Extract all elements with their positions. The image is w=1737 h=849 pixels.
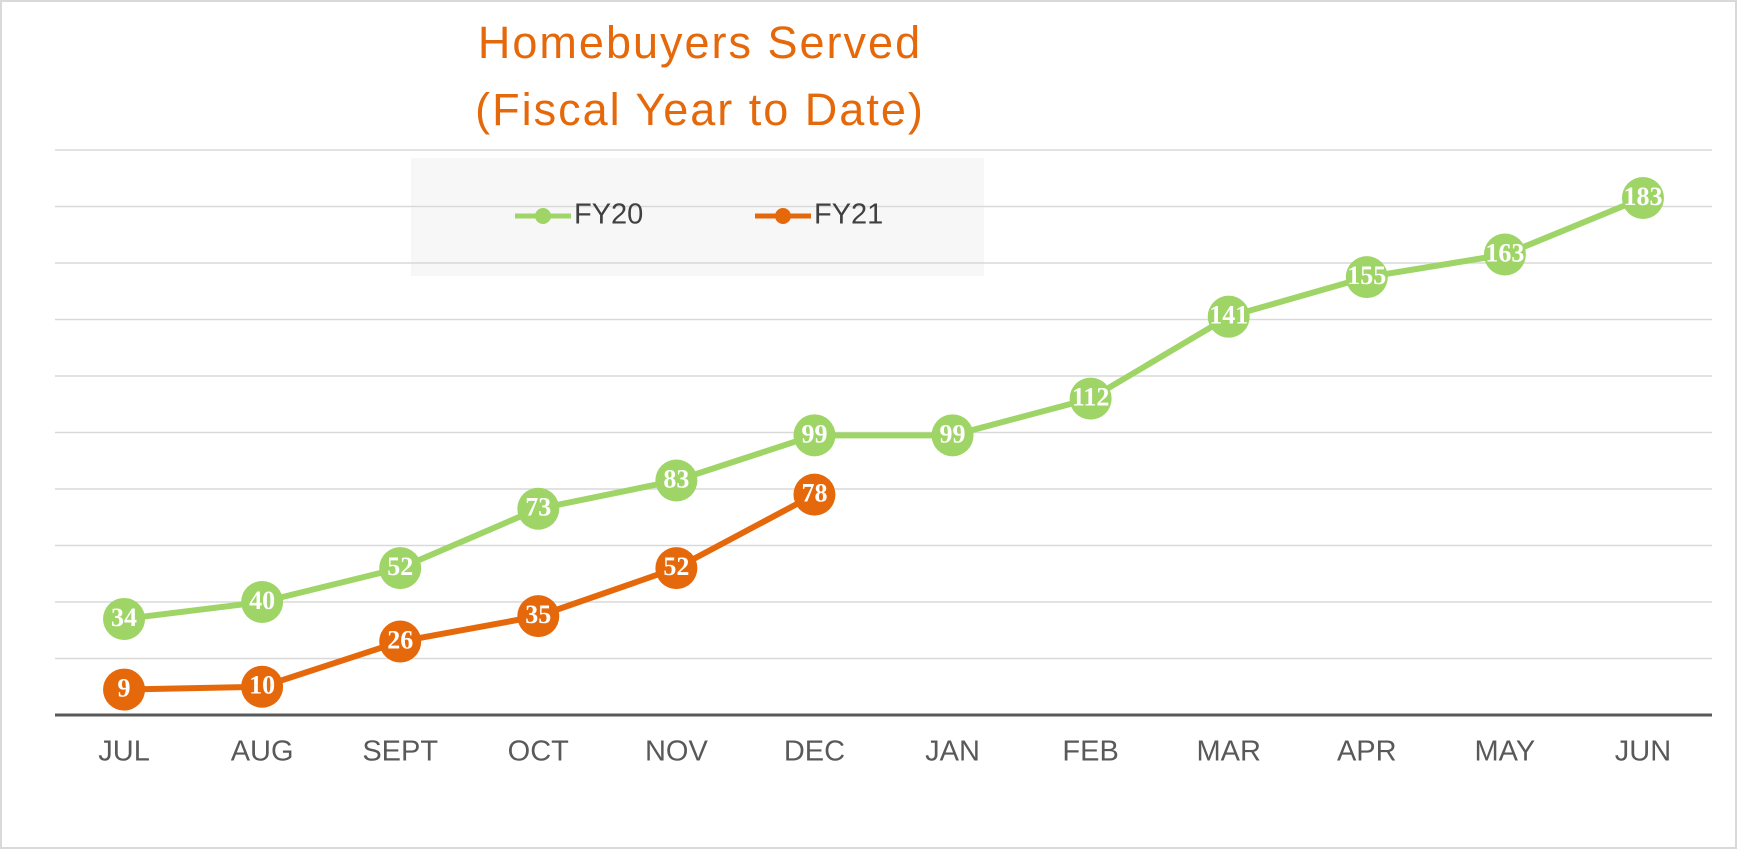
point — [793, 414, 836, 457]
point — [379, 547, 422, 590]
point — [379, 620, 422, 663]
x-tick-label: DEC — [784, 736, 845, 768]
point — [793, 473, 836, 516]
x-tick-label: FEB — [1062, 736, 1118, 768]
chart-title: Homebuyers Served — [478, 17, 922, 68]
legend-label: FY20 — [574, 199, 643, 231]
data-label: 52 — [663, 552, 689, 581]
point — [1069, 377, 1112, 420]
data-label: 155 — [1347, 261, 1386, 290]
series-line — [123, 492, 816, 693]
x-tick-label: AUG — [231, 736, 294, 768]
x-tick-label: JAN — [925, 736, 980, 768]
data-label: 9 — [118, 674, 131, 703]
legend-label: FY21 — [814, 199, 883, 231]
point — [517, 595, 560, 638]
legend-marker — [775, 208, 791, 224]
data-label: 99 — [940, 419, 966, 448]
point — [655, 547, 698, 590]
x-tick-label: SEPT — [362, 736, 438, 768]
data-label: 183 — [1623, 182, 1662, 211]
point — [1345, 256, 1388, 299]
point — [1207, 295, 1250, 338]
x-tick-label: MAY — [1475, 736, 1536, 768]
point — [103, 597, 146, 640]
legend-marker — [535, 208, 551, 224]
data-label: 34 — [111, 603, 137, 632]
point — [655, 459, 698, 502]
x-tick-label: NOV — [645, 736, 709, 768]
chart-title: (Fiscal Year to Date) — [475, 84, 925, 135]
x-tick-label: APR — [1337, 736, 1397, 768]
data-label: 40 — [249, 586, 275, 615]
point — [103, 668, 146, 711]
point — [241, 665, 284, 708]
data-label: 73 — [525, 493, 551, 522]
data-label: 141 — [1209, 301, 1248, 330]
x-tick-label: JUL — [98, 736, 150, 768]
point — [1621, 177, 1664, 220]
data-label: 99 — [801, 419, 827, 448]
data-label: 10 — [249, 671, 275, 700]
data-label: 52 — [387, 552, 413, 581]
data-label: 112 — [1072, 383, 1110, 412]
point — [517, 487, 560, 530]
point — [1483, 233, 1526, 276]
data-label: 163 — [1485, 238, 1524, 267]
data-label: 78 — [801, 479, 827, 508]
x-tick-label: OCT — [508, 736, 570, 768]
point — [241, 581, 284, 623]
data-label: 83 — [663, 464, 689, 493]
legend-box — [411, 158, 984, 276]
point — [931, 414, 974, 457]
x-tick-label: MAR — [1196, 736, 1260, 768]
data-label: 35 — [525, 600, 551, 629]
data-label: 26 — [387, 626, 413, 655]
series-line — [123, 195, 1645, 622]
x-tick-label: JUN — [1615, 736, 1671, 768]
